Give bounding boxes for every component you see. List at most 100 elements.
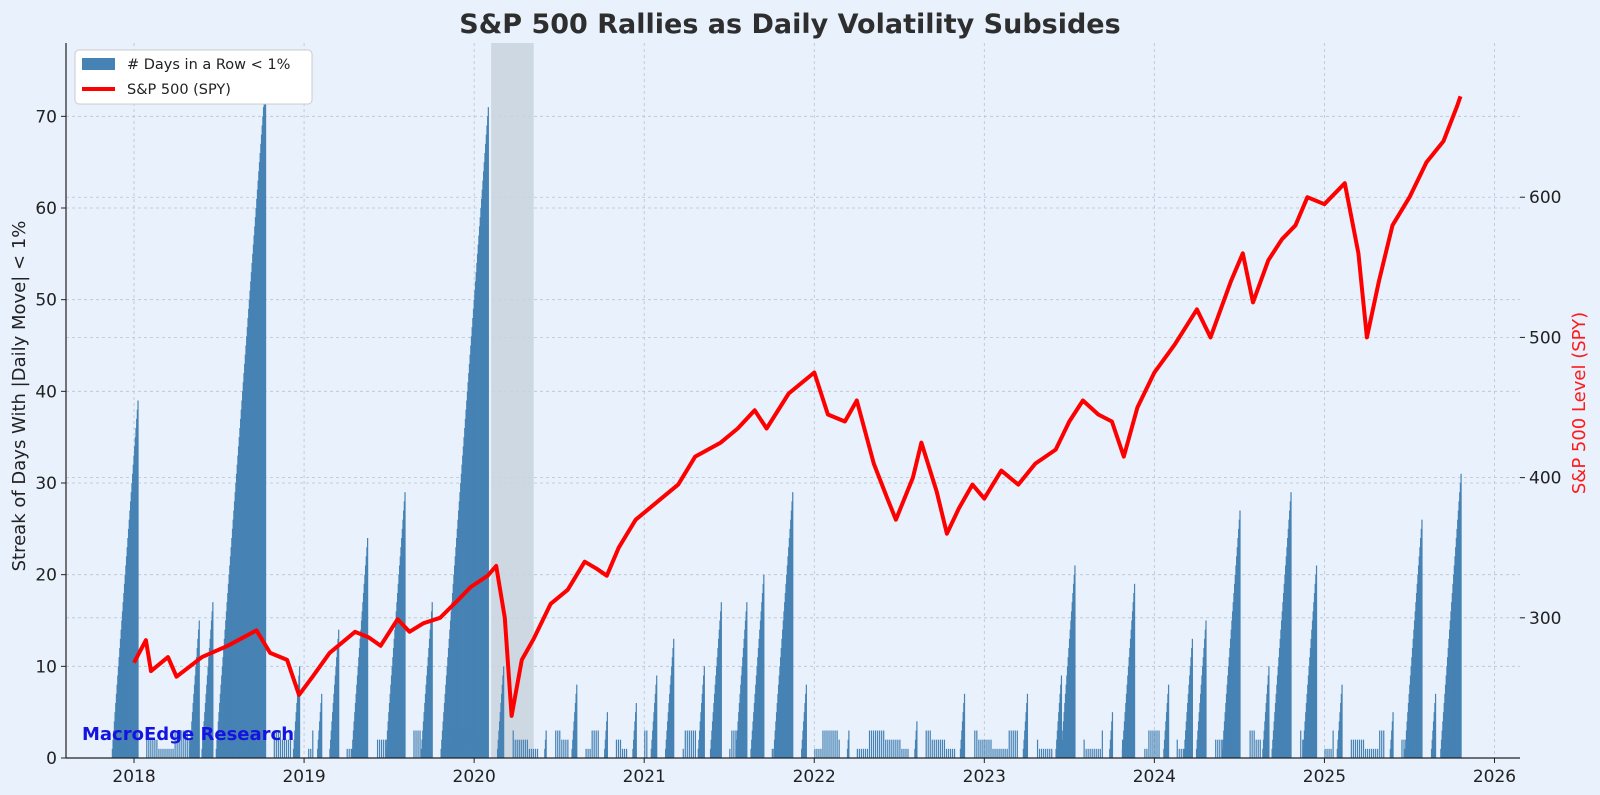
streak-bar xyxy=(773,748,775,758)
streak-bar xyxy=(1123,730,1125,758)
streak-bar xyxy=(1237,538,1239,758)
streak-bar xyxy=(698,739,700,758)
streak-bar xyxy=(233,730,235,758)
streak-bar xyxy=(712,712,714,758)
streak-bar xyxy=(364,565,367,758)
streak-bar xyxy=(321,693,323,758)
streak-bar xyxy=(245,345,247,758)
streak-bar xyxy=(312,730,314,758)
streak-bar xyxy=(1060,675,1063,758)
streak-bar xyxy=(1263,730,1265,758)
streak-bar xyxy=(113,721,116,758)
streak-bar xyxy=(1360,739,1363,758)
streak-bar xyxy=(1313,593,1316,758)
streak-bar xyxy=(357,666,359,758)
streak-bar xyxy=(230,547,232,758)
streak-bar xyxy=(1452,583,1454,758)
streak-bar xyxy=(1332,730,1334,758)
streak-bar xyxy=(197,638,199,758)
streak-bar xyxy=(656,675,658,758)
streak-bar xyxy=(1430,748,1433,758)
streak-bar xyxy=(1460,473,1462,758)
streak-bar xyxy=(1370,748,1373,758)
streak-bar xyxy=(254,217,257,758)
streak-bar xyxy=(998,748,1000,758)
streak-bar xyxy=(182,730,184,758)
streak-bar xyxy=(1095,748,1097,758)
streak-bar xyxy=(176,730,178,758)
streak-bar xyxy=(804,703,806,758)
streak-bar xyxy=(337,638,339,758)
streak-bar xyxy=(454,556,456,758)
streak-bar xyxy=(1195,748,1198,758)
streak-bar xyxy=(1221,739,1223,758)
streak-bar xyxy=(1267,675,1269,758)
streak-bar xyxy=(1186,712,1188,758)
streak-bar xyxy=(801,748,803,758)
streak-bar xyxy=(1201,675,1203,758)
streak-bar xyxy=(684,730,686,758)
streak-bar xyxy=(255,208,257,758)
streak-bar xyxy=(204,712,206,758)
streak-bar xyxy=(786,574,788,758)
streak-bar xyxy=(247,739,249,758)
streak-bar xyxy=(654,693,656,758)
streak-bar xyxy=(655,684,657,758)
streak-bar xyxy=(623,748,626,758)
streak-bar xyxy=(1445,739,1448,758)
streak-bar xyxy=(1225,748,1227,758)
streak-bar xyxy=(960,739,962,758)
streak-bar xyxy=(755,684,757,758)
streak-bar xyxy=(1456,528,1458,758)
streak-bar xyxy=(733,730,735,758)
streak-bar xyxy=(1074,565,1076,758)
x-tick-label: 2026 xyxy=(1473,767,1516,787)
streak-bar xyxy=(220,684,222,758)
streak-bar xyxy=(759,620,762,758)
streak-bar xyxy=(1457,510,1459,758)
streak-bar xyxy=(424,703,426,758)
streak-bar xyxy=(632,739,635,758)
streak-bar xyxy=(336,657,338,758)
streak-bar xyxy=(449,629,451,758)
streak-bar xyxy=(1446,666,1448,758)
streak-bar xyxy=(933,739,935,758)
streak-bar xyxy=(751,739,753,758)
streak-bar xyxy=(496,748,499,758)
streak-bar xyxy=(206,684,208,758)
streak-bar xyxy=(224,629,226,758)
streak-bar xyxy=(226,602,228,758)
streak-bar xyxy=(356,748,358,758)
streak-bar xyxy=(1204,629,1206,758)
streak-bar xyxy=(1409,684,1411,758)
streak-bar xyxy=(907,748,909,758)
streak-bar xyxy=(225,620,227,758)
streak-bar xyxy=(1459,483,1462,758)
streak-bar xyxy=(231,538,233,758)
streak-bar xyxy=(334,675,336,758)
streak-bar xyxy=(864,748,867,758)
streak-bar xyxy=(576,684,578,758)
streak-bar xyxy=(1223,739,1225,758)
streak-bar xyxy=(1217,739,1219,758)
streak-bar xyxy=(544,739,547,758)
y-left-tick-label: 30 xyxy=(35,474,57,494)
streak-bar xyxy=(1199,693,1202,758)
streak-bar xyxy=(1129,648,1131,758)
streak-bar xyxy=(785,583,787,758)
streak-bar xyxy=(962,712,964,758)
streak-bar xyxy=(947,748,950,758)
streak-bar xyxy=(671,666,673,758)
streak-bar xyxy=(1303,739,1305,758)
streak-bar xyxy=(895,739,897,758)
streak-bar xyxy=(1308,666,1310,758)
streak-bar xyxy=(565,739,567,758)
streak-bar xyxy=(617,739,620,758)
streak-bar xyxy=(1066,675,1068,758)
streak-bar xyxy=(336,648,338,758)
streak-bar xyxy=(449,748,452,758)
streak-bar xyxy=(127,538,129,758)
streak-bar xyxy=(756,666,758,758)
streak-bar xyxy=(358,648,361,758)
